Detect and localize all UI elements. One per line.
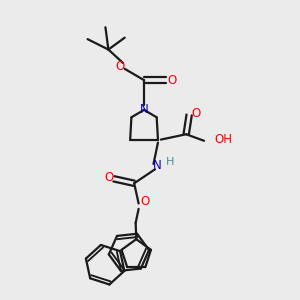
Text: N: N	[140, 103, 148, 116]
Text: O: O	[116, 60, 125, 73]
Text: N: N	[153, 159, 161, 172]
Text: H: H	[166, 157, 174, 166]
Text: O: O	[104, 171, 113, 184]
Text: OH: OH	[214, 134, 232, 146]
Text: O: O	[191, 107, 200, 120]
Text: O: O	[140, 195, 149, 208]
Text: O: O	[167, 74, 176, 87]
